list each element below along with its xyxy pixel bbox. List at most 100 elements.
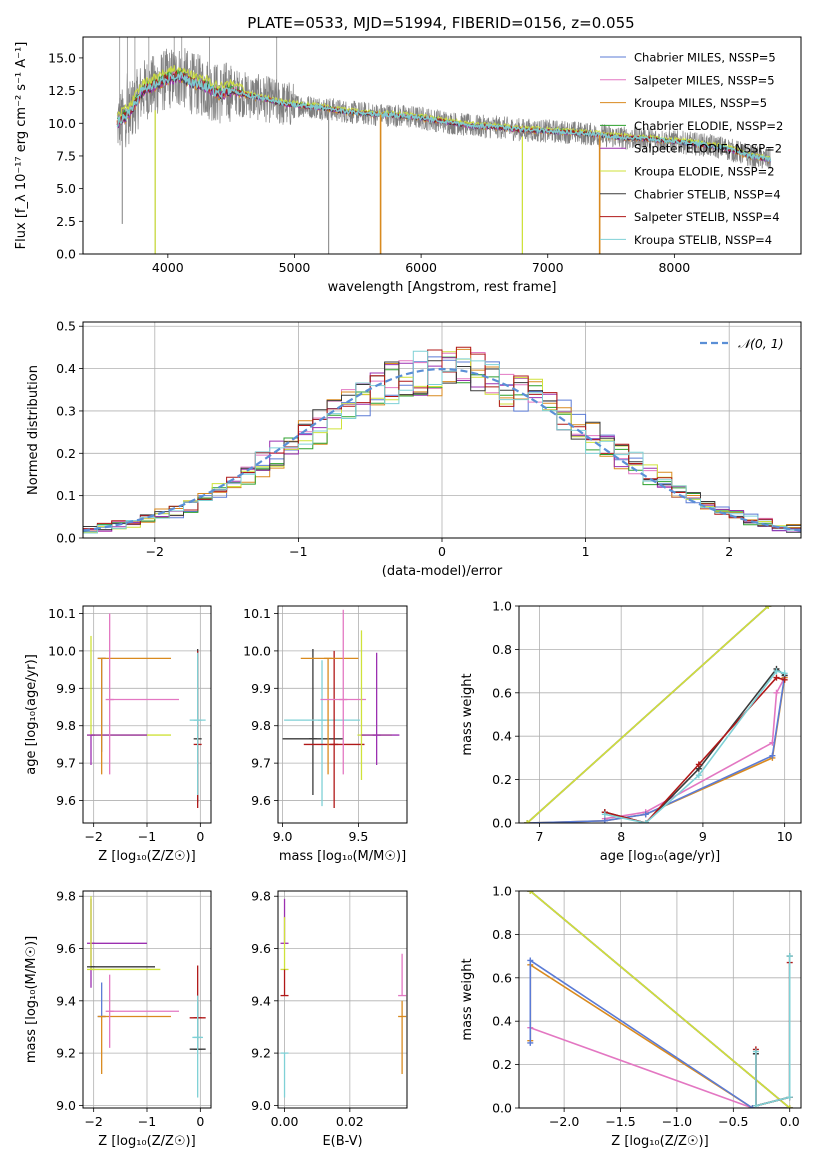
- y-tick-label: 0.0: [56, 531, 76, 546]
- y-tick-label: 9.9: [251, 681, 271, 696]
- legend-label-salpeter-stelib: Salpeter STELIB, NSSP=4: [634, 210, 780, 224]
- x-tick-label: 10: [777, 829, 793, 844]
- weight-point-chabrier-miles: [642, 811, 649, 818]
- x-axis-label: age [log₁₀(age/yr)]: [600, 849, 721, 864]
- x-tick-label: 9.0: [273, 829, 293, 844]
- legend-label-kroupa-elodie: Kroupa ELODIE, NSSP=2: [634, 165, 775, 179]
- weight-point-kroupa-stelib: [695, 772, 702, 779]
- y-tick-label: 9.6: [56, 941, 76, 956]
- weight-line-kroupa-elodie: [529, 891, 791, 1108]
- x-tick-label: 0.0: [780, 1114, 800, 1129]
- weight-vs-age-panel: 7 8 9 10 0.0 0.2 0.4 0.6 0.8 1.0 age [log₁₀(age/yr…: [460, 599, 802, 864]
- y-tick-label: 0.2: [492, 772, 512, 787]
- errorbar-plot-area: [87, 613, 206, 809]
- x-tick-label: 2: [725, 544, 733, 559]
- y-tick-label: 10.1: [48, 606, 76, 621]
- y-tick-label: 0.8: [492, 927, 512, 942]
- weight-point-kroupa-stelib: [773, 668, 780, 675]
- y-tick-label: 9.9: [56, 681, 76, 696]
- x-axis-label: Z [log₁₀(Z/Z☉)]: [611, 1134, 708, 1149]
- y-tick-label: 9.2: [251, 1046, 271, 1061]
- x-tick-label: 8000: [658, 260, 690, 275]
- weight-point-kroupa-stelib: [781, 670, 788, 677]
- x-tick-label: 9.5: [348, 829, 368, 844]
- y-tick-label: 0.0: [492, 816, 512, 831]
- y-tick-label: 0.6: [492, 685, 512, 700]
- weight-point-chabrier-miles: [769, 752, 776, 759]
- weight-point-chabrier-miles: [749, 1105, 756, 1108]
- x-tick-label: 7: [535, 829, 543, 844]
- legend-label-chabrier-stelib: Chabrier STELIB, NSSP=4: [634, 187, 781, 201]
- x-tick-label: −1: [138, 1114, 156, 1129]
- y-tick-label: 9.8: [56, 718, 76, 733]
- weight-point-kroupa-stelib: [601, 811, 608, 818]
- y-tick-label: 9.7: [251, 756, 271, 771]
- y-tick-label: 0.4: [492, 1014, 512, 1029]
- y-axis-label: mass [log₁₀(M/M☉)]: [24, 936, 39, 1063]
- y-tick-label: 0.6: [492, 970, 512, 985]
- x-axis-label: (data-model)/error: [382, 564, 503, 579]
- weight-point-kroupa-stelib: [786, 953, 793, 960]
- x-tick-label: −2: [146, 544, 164, 559]
- y-tick-label: 12.5: [48, 83, 76, 98]
- x-tick-label: 0: [196, 1114, 204, 1129]
- y-tick-label: 9.0: [56, 1098, 76, 1113]
- x-tick-label: 7000: [532, 260, 564, 275]
- y-tick-label: 10.0: [48, 643, 76, 658]
- errorbar-plot-area: [282, 609, 400, 809]
- residuals-panel: −2 −1 0 1 2 0.0 0.1 0.2 0.3 0.4 0.5 (data-model)/er…: [26, 319, 802, 579]
- y-axis-label: age [log₁₀(age/yr)]: [24, 654, 39, 775]
- x-tick-label: −1: [138, 829, 156, 844]
- y-tick-label: 9.2: [56, 1046, 76, 1061]
- x-tick-label: 4000: [152, 260, 184, 275]
- legend-label-chabrier-elodie: Chabrier ELODIE, NSSP=2: [634, 119, 783, 133]
- y-tick-label: 1.0: [492, 884, 512, 899]
- weight-line-kroupa-elodie: [526, 606, 769, 823]
- y-tick-label: 9.4: [56, 993, 76, 1008]
- y-tick-label: 9.0: [251, 1098, 271, 1113]
- legend-label-kroupa-miles: Kroupa MILES, NSSP=5: [634, 96, 767, 110]
- normal-curve: [83, 367, 801, 532]
- legend-label-normal: 𝒩(0, 1): [738, 336, 784, 351]
- y-tick-label: 0.1: [56, 488, 76, 503]
- y-axis-label: mass weight: [460, 958, 475, 1040]
- weight-point-salpeter-stelib: [781, 676, 788, 683]
- plot-frame: [518, 890, 802, 1109]
- y-axis-label: Flux [f_λ 10⁻¹⁷ erg cm⁻² s⁻¹ A⁻¹]: [14, 42, 29, 250]
- y-tick-label: 1.0: [492, 599, 512, 614]
- weight-point-kroupa-elodie: [527, 891, 534, 894]
- weight-line-salpeter-miles: [530, 1026, 790, 1108]
- x-axis-label: Z [log₁₀(Z/Z☉)]: [98, 1134, 195, 1149]
- plot-frame: [82, 605, 212, 824]
- x-tick-label: −2: [84, 829, 102, 844]
- legend-label-kroupa-stelib: Kroupa STELIB, NSSP=4: [634, 233, 772, 247]
- age-vs-mass-panel: 9.0 9.5 9.6 9.7 9.8 9.9 10.0 10.1 mass [log₁₀(M/…: [243, 605, 408, 864]
- plot-frame: [277, 605, 408, 824]
- y-tick-label: 9.7: [56, 756, 76, 771]
- plot-frame: [518, 605, 802, 824]
- x-tick-label: −1: [289, 544, 307, 559]
- y-tick-label: 10.0: [48, 116, 76, 131]
- x-tick-label: −0.5: [718, 1114, 748, 1129]
- y-tick-label: 10.1: [243, 606, 271, 621]
- model-spectrum-kroupa-elodie: [116, 65, 771, 160]
- weight-vs-Z-panel: −2.0 −1.5 −1.0 −0.5 0.0 0.0 0.2 0.4 0.6 0.8 1.0 Z […: [460, 884, 802, 1149]
- y-tick-label: 9.6: [251, 941, 271, 956]
- x-tick-label: 0.02: [336, 1114, 364, 1129]
- x-axis-label: mass [log₁₀(M/M☉)]: [279, 849, 406, 864]
- y-tick-label: 9.8: [251, 718, 271, 733]
- weight-line-kroupa-stelib: [755, 956, 791, 1107]
- plot-frame: [82, 890, 212, 1109]
- x-axis-label: Z [log₁₀(Z/Z☉)]: [98, 849, 195, 864]
- weight-point-salpeter-stelib: [695, 761, 702, 768]
- y-tick-label: 9.4: [251, 993, 271, 1008]
- x-tick-label: 0: [196, 829, 204, 844]
- legend-label-chabrier-miles: Chabrier MILES, NSSP=5: [634, 51, 776, 65]
- y-tick-label: 9.8: [56, 889, 76, 904]
- model-spectrum-kroupa-stelib: [116, 71, 772, 163]
- errorbar-plot-area: [87, 896, 206, 1098]
- weight-point-chabrier-miles: [527, 1039, 534, 1046]
- y-tick-label: 0.0: [492, 1101, 512, 1116]
- plot-frame: [277, 890, 408, 1109]
